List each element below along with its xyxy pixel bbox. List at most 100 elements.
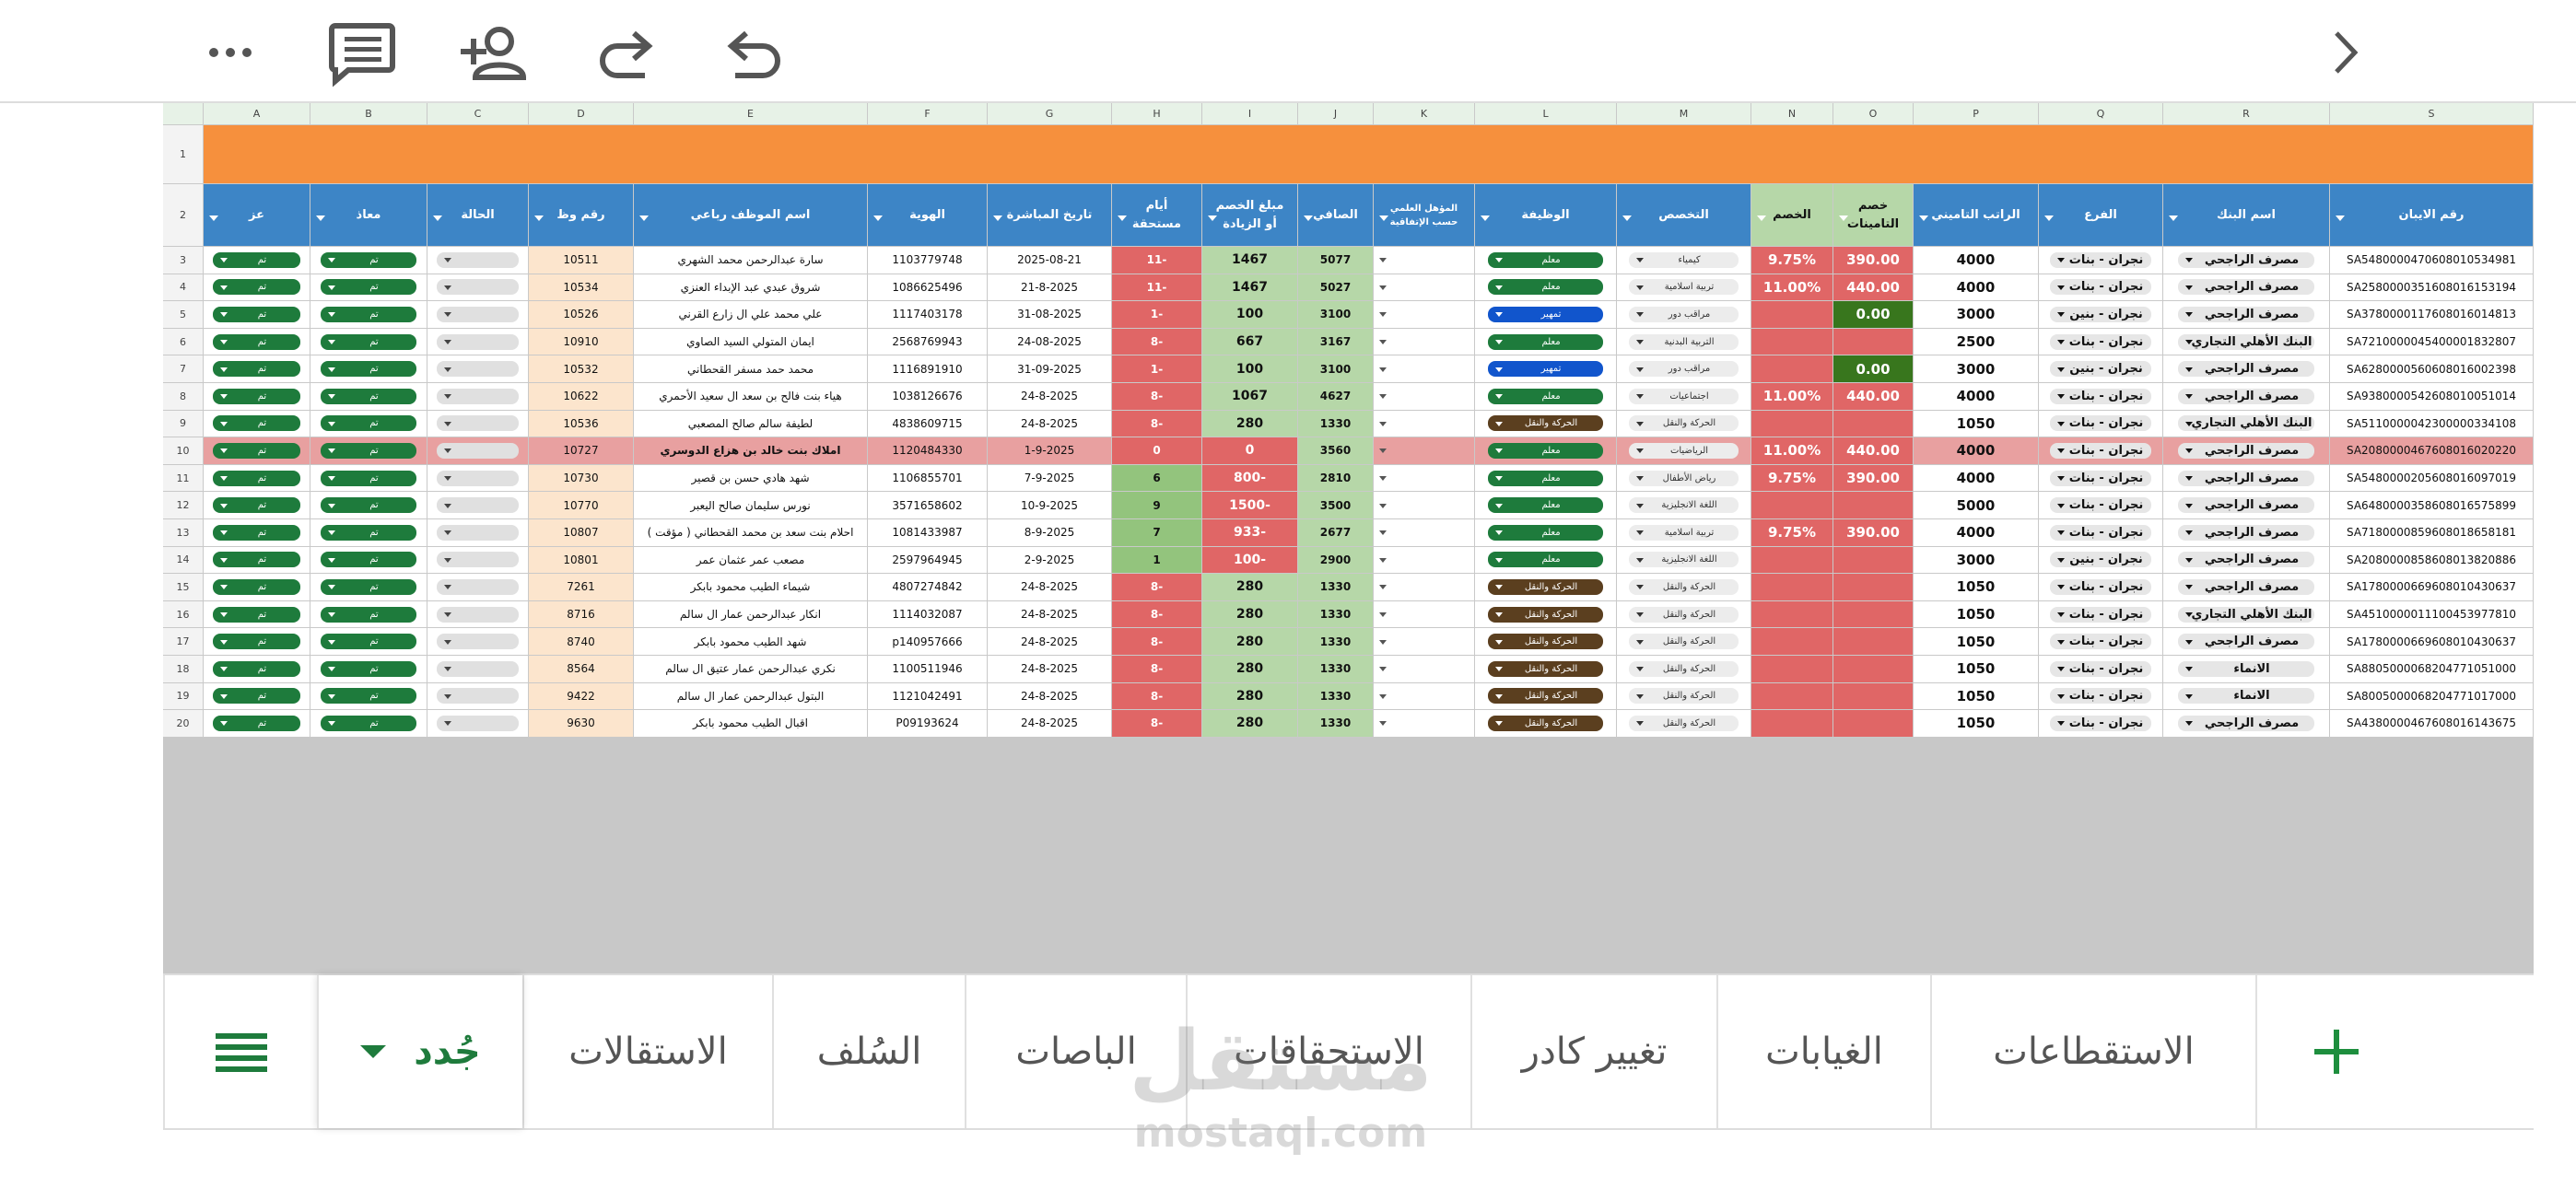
cell[interactable] bbox=[427, 274, 529, 302]
cell[interactable]: الحركة والنقل bbox=[1617, 600, 1751, 629]
cell[interactable]: مصرف الراجحي bbox=[2163, 710, 2330, 738]
cell[interactable]: نجران - بنين bbox=[2039, 546, 2163, 575]
cell[interactable]: تم bbox=[310, 492, 427, 519]
cell[interactable]: تم bbox=[204, 274, 310, 302]
cell[interactable]: مصرف الراجحي bbox=[2163, 492, 2330, 519]
cell[interactable]: تم bbox=[310, 328, 427, 356]
cell[interactable]: تم bbox=[204, 464, 310, 493]
cell[interactable]: تم bbox=[310, 355, 427, 383]
column-header[interactable]: الهوية bbox=[868, 184, 988, 247]
cell[interactable]: مراقب دور bbox=[1617, 355, 1751, 383]
cell[interactable]: تم bbox=[204, 628, 310, 656]
cell[interactable]: تم bbox=[310, 274, 427, 302]
sheet-tab[interactable]: السُلف bbox=[772, 975, 965, 1128]
cell[interactable]: تم bbox=[310, 437, 427, 465]
cell[interactable]: اجتماعيات bbox=[1617, 383, 1751, 411]
cell[interactable]: البنك الأهلي التجاري bbox=[2163, 410, 2330, 438]
cell[interactable] bbox=[1374, 410, 1475, 438]
add-sheet[interactable] bbox=[2255, 975, 2415, 1128]
cell[interactable] bbox=[427, 437, 529, 465]
cell[interactable] bbox=[1374, 247, 1475, 274]
cell[interactable]: تمهير bbox=[1475, 355, 1617, 383]
cell[interactable]: مصرف الراجحي bbox=[2163, 519, 2330, 547]
undo-icon[interactable] bbox=[727, 30, 780, 78]
column-header[interactable]: الفرع bbox=[2039, 184, 2163, 247]
cell[interactable]: الحركة والنقل bbox=[1475, 656, 1617, 683]
cell[interactable]: تم bbox=[310, 383, 427, 411]
cell[interactable]: نجران - بنات bbox=[2039, 600, 2163, 629]
sheet-tab[interactable]: الاستحقاقات bbox=[1186, 975, 1470, 1128]
cell[interactable]: الحركة والنقل bbox=[1475, 574, 1617, 601]
sheet-tab[interactable]: تغيير كادر bbox=[1470, 975, 1716, 1128]
column-header[interactable]: عز bbox=[204, 184, 310, 247]
redo-icon[interactable] bbox=[600, 30, 653, 78]
cell[interactable]: مصرف الراجحي bbox=[2163, 628, 2330, 656]
cell[interactable]: معلم bbox=[1475, 519, 1617, 547]
column-header[interactable]: الحالة bbox=[427, 184, 529, 247]
cell[interactable] bbox=[427, 464, 529, 493]
cell[interactable]: نجران - بنات bbox=[2039, 710, 2163, 738]
cell[interactable]: تم bbox=[204, 437, 310, 465]
column-header[interactable]: الخصم bbox=[1751, 184, 1833, 247]
cell[interactable] bbox=[1374, 437, 1475, 465]
cell[interactable]: مصرف الراجحي bbox=[2163, 301, 2330, 329]
cell[interactable]: رياض الأطفال bbox=[1617, 464, 1751, 493]
cell[interactable]: مصرف الراجحي bbox=[2163, 383, 2330, 411]
cell[interactable]: الحركة والنقل bbox=[1475, 628, 1617, 656]
sheet-tab[interactable]: جُدد bbox=[317, 975, 522, 1128]
cell[interactable]: تم bbox=[310, 628, 427, 656]
sheet-tab[interactable]: الاستقالات bbox=[522, 975, 772, 1128]
sheet-tab[interactable]: الغيابات bbox=[1716, 975, 1930, 1128]
cell[interactable]: نجران - بنات bbox=[2039, 492, 2163, 519]
cell[interactable] bbox=[1374, 383, 1475, 411]
column-header[interactable]: رقم وظ bbox=[529, 184, 634, 247]
sheet-menu[interactable] bbox=[163, 975, 317, 1128]
cell[interactable]: نجران - بنات bbox=[2039, 328, 2163, 356]
cell[interactable]: الحركة والنقل bbox=[1617, 682, 1751, 711]
cell[interactable]: الحركة والنقل bbox=[1475, 682, 1617, 711]
cell[interactable] bbox=[427, 682, 529, 711]
cell[interactable]: البنك الأهلي التجاري bbox=[2163, 600, 2330, 629]
cell[interactable]: تم bbox=[204, 519, 310, 547]
cell[interactable]: نجران - بنات bbox=[2039, 274, 2163, 302]
cell[interactable]: تم bbox=[310, 410, 427, 438]
cell[interactable]: تمهير bbox=[1475, 301, 1617, 329]
column-header[interactable]: مبلغ الخصم أو الزيادة bbox=[1202, 184, 1298, 247]
cell[interactable] bbox=[1374, 492, 1475, 519]
cell[interactable]: تم bbox=[310, 464, 427, 493]
cell[interactable]: الحركة والنقل bbox=[1617, 410, 1751, 438]
cell[interactable] bbox=[1374, 628, 1475, 656]
cell[interactable]: معلم bbox=[1475, 464, 1617, 493]
cell[interactable] bbox=[1374, 301, 1475, 329]
column-header[interactable]: تاريخ المباشرة bbox=[988, 184, 1112, 247]
cell[interactable]: معلم bbox=[1475, 274, 1617, 302]
cell[interactable]: مصرف الراجحي bbox=[2163, 464, 2330, 493]
cell[interactable]: تم bbox=[204, 355, 310, 383]
cell[interactable]: نجران - بنات bbox=[2039, 437, 2163, 465]
chevron-icon[interactable] bbox=[2335, 31, 2359, 74]
cell[interactable]: مصرف الراجحي bbox=[2163, 274, 2330, 302]
cell[interactable] bbox=[427, 628, 529, 656]
column-header[interactable]: معاذ bbox=[310, 184, 427, 247]
cell[interactable]: تم bbox=[204, 328, 310, 356]
cell[interactable] bbox=[427, 247, 529, 274]
cell[interactable]: كيمياء bbox=[1617, 247, 1751, 274]
cell[interactable]: نجران - بنات bbox=[2039, 628, 2163, 656]
comment-icon[interactable] bbox=[329, 23, 395, 87]
cell[interactable]: التربية البدنية bbox=[1617, 328, 1751, 356]
cell[interactable]: نجران - بنات bbox=[2039, 519, 2163, 547]
cell[interactable]: نجران - بنات bbox=[2039, 682, 2163, 711]
cell[interactable]: نجران - بنين bbox=[2039, 355, 2163, 383]
column-header[interactable]: الصافي bbox=[1298, 184, 1374, 247]
column-header[interactable]: الراتب التاميني bbox=[1914, 184, 2039, 247]
column-header[interactable]: اسم البنك bbox=[2163, 184, 2330, 247]
column-header[interactable]: التخصص bbox=[1617, 184, 1751, 247]
cell[interactable]: الحركة والنقل bbox=[1617, 656, 1751, 683]
cell[interactable]: تم bbox=[204, 383, 310, 411]
cell[interactable]: معلم bbox=[1475, 328, 1617, 356]
cell[interactable]: نجران - بنات bbox=[2039, 410, 2163, 438]
cell[interactable] bbox=[427, 301, 529, 329]
cell[interactable]: نجران - بنات bbox=[2039, 574, 2163, 601]
column-header[interactable]: المؤهل العلمي حسب الإتفاقية bbox=[1374, 184, 1475, 247]
cell[interactable]: تم bbox=[204, 600, 310, 629]
